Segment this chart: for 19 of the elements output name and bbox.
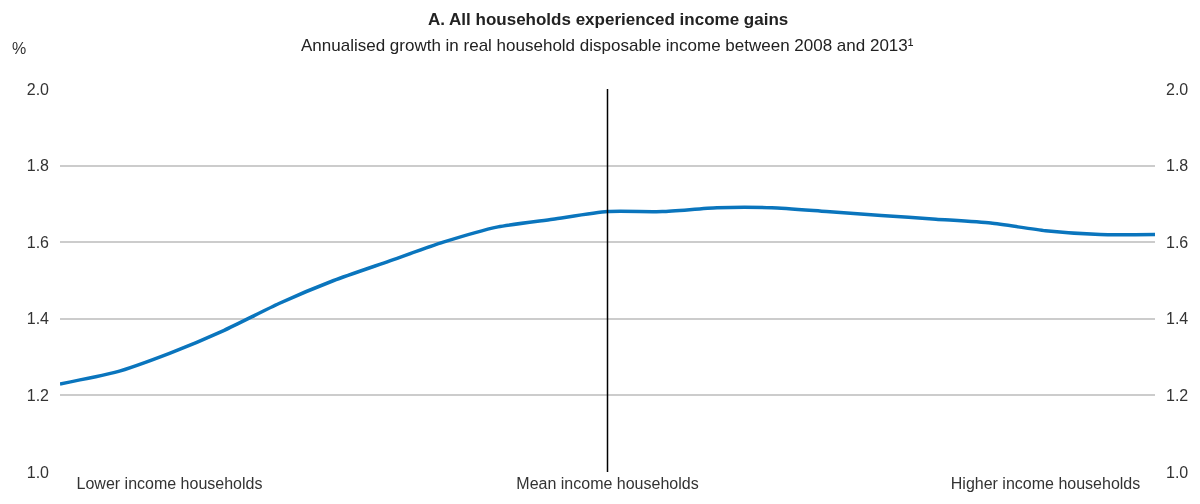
line-series: [60, 205, 1155, 386]
y2-tick-label: 1.0: [1166, 463, 1189, 481]
y2-tick-label: 1.6: [1166, 233, 1189, 251]
y-tick-label: 1.0: [26, 463, 50, 481]
y2-tick-label: 2.0: [1166, 80, 1189, 98]
y-tick-label: 1.6: [26, 233, 50, 251]
x-tick-label: Higher income households: [950, 475, 1141, 492]
y2-tick-label: 1.4: [1166, 310, 1189, 328]
y-tick-label: 1.8: [26, 157, 50, 175]
y-tick-label: 1.4: [26, 310, 50, 328]
y2-tick-label: 1.8: [1166, 157, 1189, 175]
x-tick-label: Lower income households: [76, 475, 263, 492]
y-tick-label: 1.2: [26, 387, 50, 404]
y2-tick-label: 1.2: [1166, 387, 1189, 404]
chart-subtitle: Annualised growth in real household disposable income between 2008 and 2013¹: [301, 36, 914, 55]
chart-title: A. All households experienced income gains: [428, 10, 789, 29]
y-axis-title: %: [12, 40, 27, 57]
y-tick-label: 2.0: [26, 80, 50, 98]
x-tick-label: Mean income households: [516, 475, 699, 492]
